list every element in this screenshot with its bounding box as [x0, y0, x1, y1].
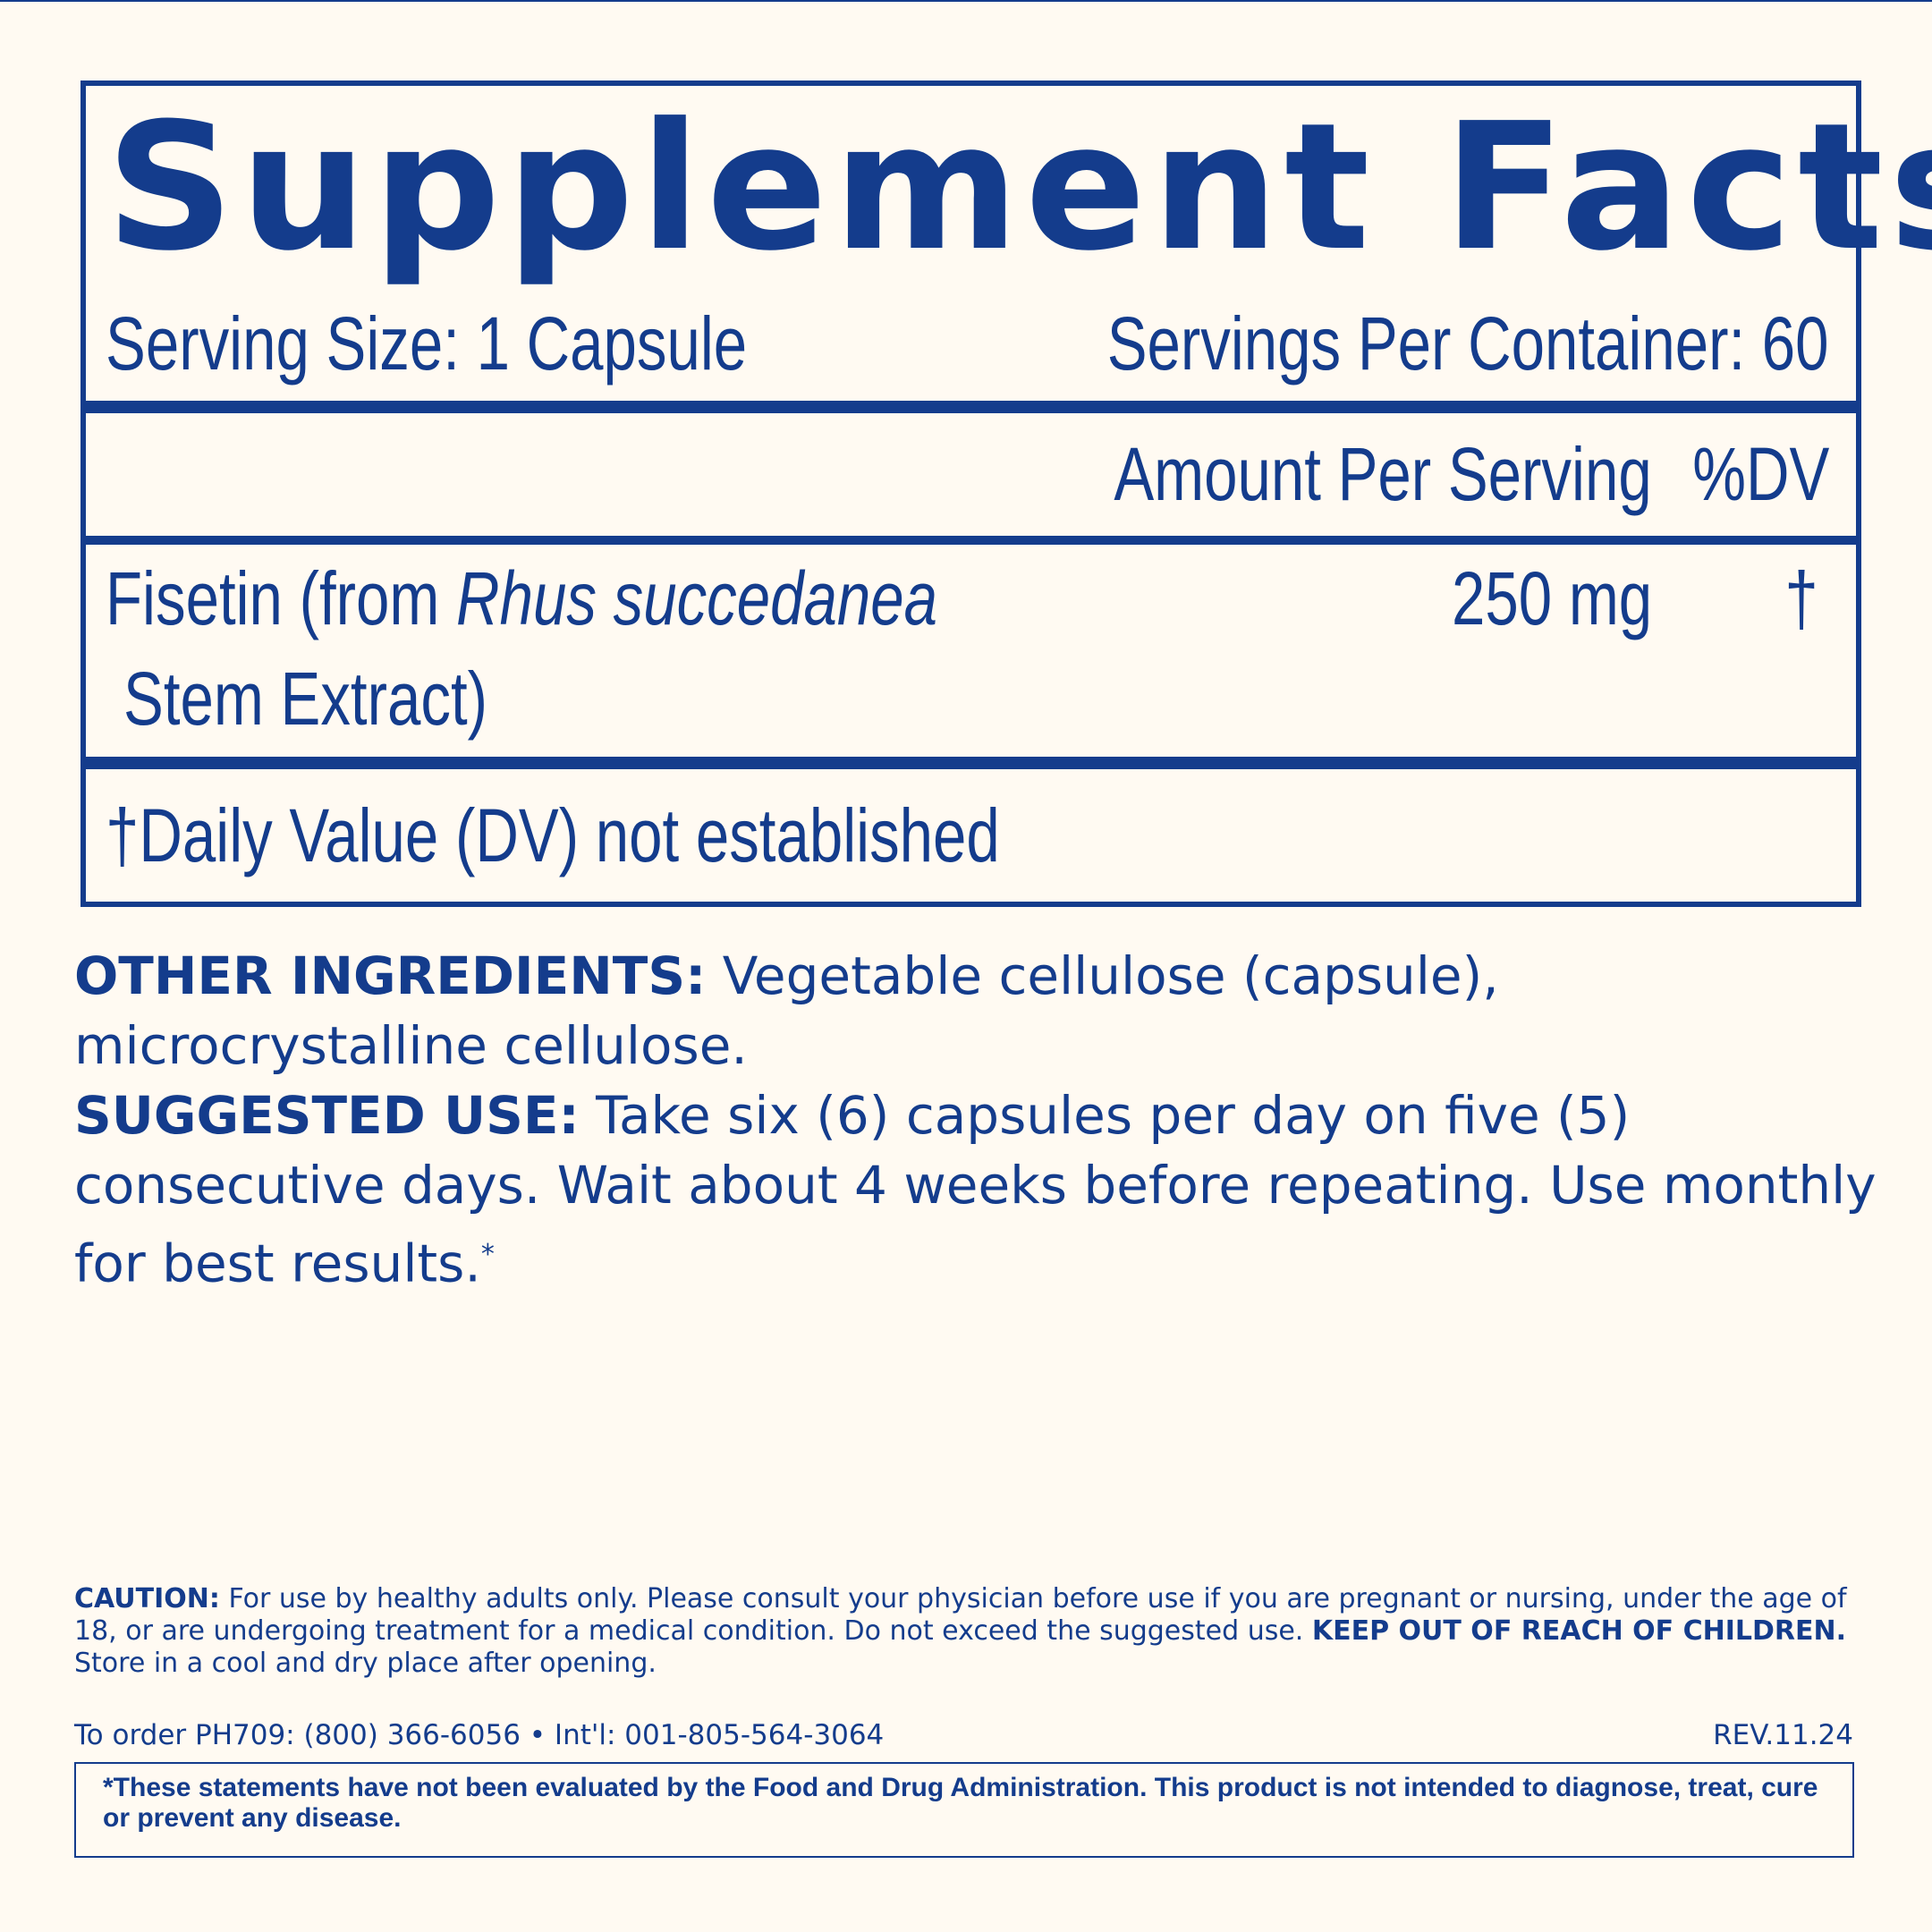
ingredient-amount: 250 mg: [1451, 556, 1652, 640]
suggested-use-label: SUGGESTED USE:: [74, 1085, 580, 1146]
ingredient-name-line2: Stem Extract): [123, 657, 488, 741]
divider-thick: [86, 757, 1856, 769]
keep-out-of-reach: KEEP OUT OF REACH OF CHILDREN.: [1311, 1615, 1846, 1647]
ingredient-name-text: Fisetin (from: [106, 556, 457, 640]
suggested-use: SUGGESTED USE: Take six (6) capsules per…: [74, 1080, 1881, 1298]
caution-text: For use by healthy adults only. Please c…: [74, 1583, 1847, 1647]
asterisk-mark: *: [480, 1239, 495, 1270]
ingredient-name: Fisetin (from Rhus succedanea: [106, 555, 937, 642]
panel-title: Supplement Facts: [106, 86, 1932, 290]
servings-per-container: Servings Per Container: 60: [1107, 301, 1829, 386]
divider-thick: [86, 401, 1856, 413]
suggested-use-text: Take six (6) capsules per day on five (5…: [74, 1085, 1877, 1294]
top-border: [0, 0, 1932, 2]
caution: CAUTION: For use by healthy adults only.…: [74, 1583, 1863, 1680]
order-info: To order PH709: (800) 366-6056 • Int'l: …: [74, 1719, 885, 1751]
divider: [86, 536, 1856, 545]
fda-disclaimer: *These statements have not been evaluate…: [103, 1773, 1818, 1833]
fda-disclaimer-box: *These statements have not been evaluate…: [74, 1762, 1854, 1858]
supplement-facts-panel: Supplement Facts Serving Size: 1 Capsule…: [80, 80, 1932, 907]
storage-text: Store in a cool and dry place after open…: [74, 1648, 657, 1679]
dv-header: %DV: [1691, 432, 1829, 516]
caution-label: CAUTION:: [74, 1583, 220, 1614]
dv-footnote: †Daily Value (DV) not established: [106, 793, 1000, 877]
other-ingredients-text: Vegetable cellulose (capsule), microcrys…: [74, 945, 1499, 1076]
revision: REV.11.24: [1713, 1719, 1853, 1751]
ingredient-species: Rhus succedanea: [456, 556, 938, 640]
ingredient-dv: †: [1784, 556, 1818, 640]
other-ingredients: OTHER INGREDIENTS: Vegetable cellulose (…: [74, 941, 1881, 1080]
serving-size: Serving Size: 1 Capsule: [106, 301, 748, 386]
other-ingredients-label: OTHER INGREDIENTS:: [74, 945, 707, 1006]
amount-header: Amount Per Serving: [1114, 432, 1652, 516]
